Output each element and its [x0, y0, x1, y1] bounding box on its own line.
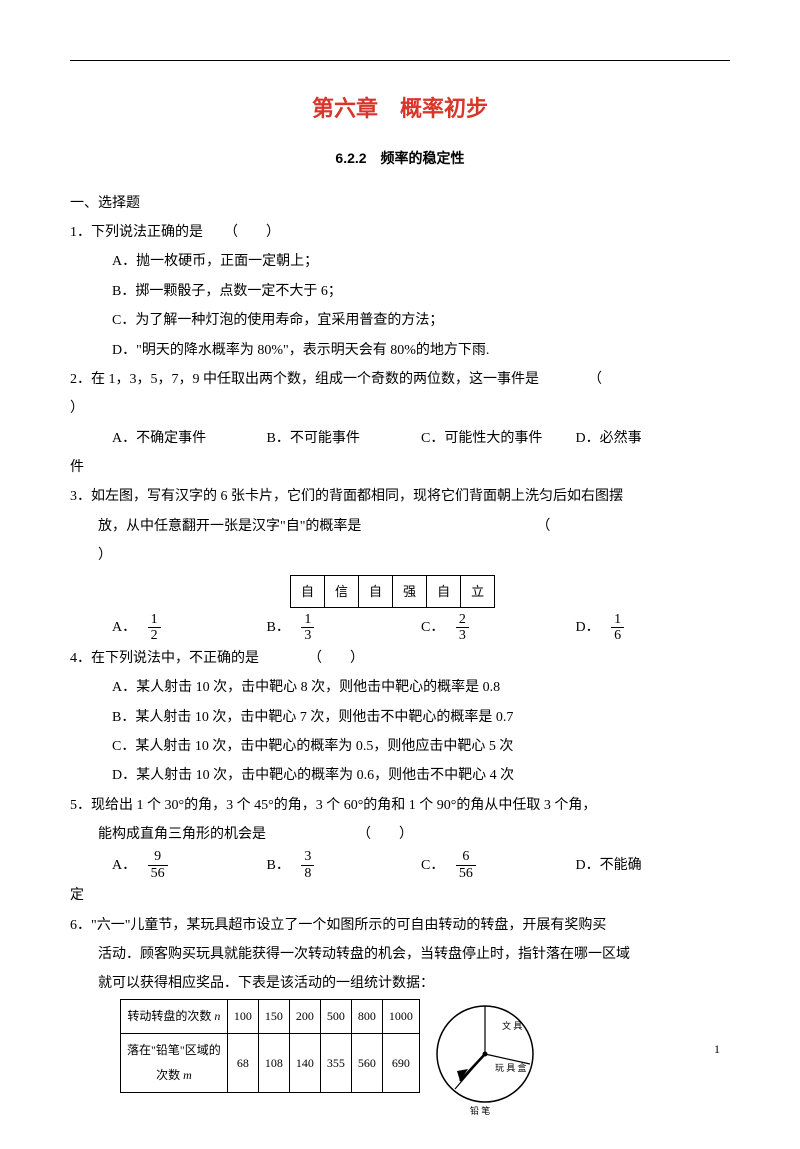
q2-option-d: D．必然事 — [576, 424, 731, 453]
q6-r2-0: 68 — [227, 1034, 258, 1093]
q3-card-3: 强 — [393, 575, 427, 607]
q3-card-2: 自 — [359, 575, 393, 607]
q4-option-b: B．某人射击 10 次，击中靶心 7 次，则他击不中靶心的概率是 0.7 — [70, 703, 730, 732]
q3-option-a: A． 12 — [112, 612, 267, 644]
q2-option-a: A．不确定事件 — [112, 424, 267, 453]
q6-stem-line3: 就可以获得相应奖品．下表是该活动的一组统计数据： — [70, 969, 730, 998]
q3-stem-line1: 3．如左图，写有汉字的 6 张卡片，它们的背面都相同，现将它们背面朝上洗匀后如右… — [70, 482, 730, 511]
q6-r2-1: 108 — [258, 1034, 289, 1093]
q5-option-a: A． 956 — [112, 849, 267, 881]
q1-stem: 1．下列说法正确的是 （ ） — [70, 218, 730, 247]
q6-stats-table: 转动转盘的次数 n 100 150 200 500 800 1000 落在"铅笔… — [120, 999, 420, 1094]
section-title: 6.2.2 频率的稳定性 — [70, 144, 730, 173]
q5-option-b: B． 38 — [267, 849, 422, 881]
q4-option-c: C．某人射击 10 次，击中靶心的概率为 0.5，则他应击中靶心 5 次 — [70, 732, 730, 761]
q4-stem: 4．在下列说法中，不正确的是 （ ） — [70, 644, 730, 673]
q6-c-2: 200 — [289, 999, 320, 1033]
spinner-label-bottom: 铅 笔 — [470, 1105, 490, 1116]
q6-th-n: 转动转盘的次数 n — [121, 999, 228, 1033]
q6-stem-line2: 活动．顾客购买玩具就能获得一次转动转盘的机会，当转盘停止时，指针落在哪一区域 — [70, 940, 730, 969]
q5-option-c: C． 656 — [421, 849, 576, 881]
q2-stem-line1: 2．在 1，3，5，7，9 中任取出两个数，组成一个奇数的两位数，这一事件是 （ — [70, 365, 730, 394]
page-number: 1 — [714, 1037, 720, 1062]
q3-option-d: D． 16 — [576, 612, 731, 644]
spinner-label-right: 玩 具 盒 — [495, 1062, 527, 1073]
q3-options: A． 12 B． 13 C． 23 D． 16 — [70, 612, 730, 644]
q1-option-d: D．"明天的降水概率为 80%"，表示明天会有 80%的地方下雨. — [70, 336, 730, 365]
q6-c-3: 500 — [320, 999, 351, 1033]
spinner-svg: 文 具 玩 具 盒 铅 笔 — [430, 999, 540, 1119]
chapter-title: 第六章 概率初步 — [70, 86, 730, 132]
q2-option-d-cont: 件 — [70, 453, 730, 482]
q6-c-0: 100 — [227, 999, 258, 1033]
q3-option-b: B． 13 — [267, 612, 422, 644]
q5-stem-line1: 5．现给出 1 个 30°的角，3 个 45°的角，3 个 60°的角和 1 个… — [70, 791, 730, 820]
q6-r2-5: 690 — [382, 1034, 419, 1093]
spinner-label-top: 文 具 — [502, 1020, 522, 1031]
q3-stem-line2: 放，从中任意翻开一张是汉字"自"的概率是 （ — [70, 512, 730, 541]
q3-card-0: 自 — [291, 575, 325, 607]
q2-option-c: C．可能性大的事件 — [421, 424, 576, 453]
q3-card-1: 信 — [325, 575, 359, 607]
q2-option-b: B．不可能事件 — [267, 424, 422, 453]
top-rule — [70, 60, 730, 61]
spinner-diagram: 文 具 玩 具 盒 铅 笔 — [430, 999, 540, 1109]
q3-card-5: 立 — [461, 575, 495, 607]
q6-r2-3: 355 — [320, 1034, 351, 1093]
q6-r2-2: 140 — [289, 1034, 320, 1093]
q1-option-b: B．掷一颗骰子，点数一定不大于 6； — [70, 277, 730, 306]
q5-options: A． 956 B． 38 C． 656 D．不能确 — [70, 849, 730, 881]
q6-stem-line1: 6．"六一"儿童节，某玩具超市设立了一个如图所示的可自由转动的转盘，开展有奖购买 — [70, 911, 730, 940]
q5-stem-line2: 能构成直角三角形的机会是 （ ） — [70, 820, 730, 849]
q5-option-d: D．不能确 — [576, 851, 731, 880]
section-heading: 一、选择题 — [70, 189, 730, 218]
q4-option-d: D．某人射击 10 次，击中靶心的概率为 0.6，则他击不中靶心 4 次 — [70, 761, 730, 790]
q2-options: A．不确定事件 B．不可能事件 C．可能性大的事件 D．必然事 — [70, 424, 730, 453]
q1-option-c: C．为了解一种灯泡的使用寿命，宜采用普查的方法； — [70, 306, 730, 335]
q6-table-and-spinner: 转动转盘的次数 n 100 150 200 500 800 1000 落在"铅笔… — [70, 999, 730, 1109]
q4-option-a: A．某人射击 10 次，击中靶心 8 次，则他击中靶心的概率是 0.8 — [70, 673, 730, 702]
page: 第六章 概率初步 6.2.2 频率的稳定性 一、选择题 1．下列说法正确的是 （… — [0, 0, 800, 1149]
q5-option-d-cont: 定 — [70, 881, 730, 910]
q6-th-m: 落在"铅笔"区域的次数 m — [121, 1034, 228, 1093]
q6-c-1: 150 — [258, 999, 289, 1033]
q6-c-5: 1000 — [382, 999, 419, 1033]
q1-option-a: A．抛一枚硬币，正面一定朝上； — [70, 247, 730, 276]
q2-stem-line2: ） — [70, 394, 730, 423]
q3-card-table: 自 信 自 强 自 立 — [290, 575, 495, 608]
q3-option-c: C． 23 — [421, 612, 576, 644]
q3-stem-line3: ） — [70, 541, 730, 570]
q6-c-4: 800 — [351, 999, 382, 1033]
q3-card-4: 自 — [427, 575, 461, 607]
q6-r2-4: 560 — [351, 1034, 382, 1093]
